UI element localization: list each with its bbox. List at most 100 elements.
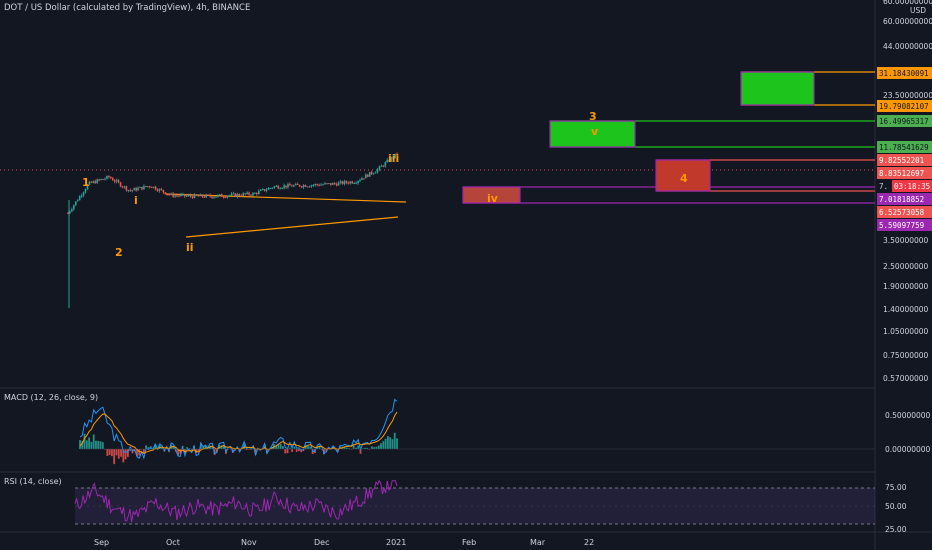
- candle-body: [96, 179, 99, 184]
- macd-histogram-bar: [247, 449, 250, 450]
- wave-label-iii: iii: [388, 152, 399, 165]
- macd-histogram-bar: [122, 449, 125, 463]
- candle-body: [355, 182, 357, 184]
- macd-label[interactable]: MACD (12, 26, close, 9): [4, 393, 99, 402]
- candle-body: [361, 178, 363, 180]
- box-top-group[interactable]: [740, 71, 875, 106]
- chart-title[interactable]: DOT / US Dollar (calculated by TradingVi…: [4, 3, 251, 13]
- candle-body: [335, 183, 338, 186]
- price-tick-1-4: 1.40000000: [883, 305, 929, 314]
- candle-body: [380, 165, 383, 167]
- macd-histogram-bar: [202, 446, 205, 449]
- candle-body: [224, 197, 227, 199]
- candle-body: [148, 186, 151, 188]
- macd-histogram-bar: [186, 447, 189, 449]
- candle-body: [84, 189, 87, 193]
- macd-histogram-bar: [355, 447, 357, 449]
- macd-histogram-bar: [120, 449, 122, 457]
- macd-histogram-bar: [229, 448, 232, 450]
- macd-histogram-bar: [165, 447, 168, 449]
- candle-body: [372, 173, 375, 175]
- trendline-lower[interactable]: [185, 216, 399, 238]
- price-tag-text: 31.18430091: [879, 69, 929, 78]
- box-4[interactable]: [655, 159, 711, 192]
- price-tick-2-5: 2.50000000: [883, 262, 929, 271]
- candle-body: [388, 159, 391, 162]
- candle-body: [353, 182, 355, 184]
- price-tag-text: 8.83512697: [879, 169, 924, 178]
- macd-histogram-bar: [204, 446, 207, 449]
- candle-body: [152, 186, 155, 188]
- wave-label-ii: ii: [186, 241, 194, 254]
- candle-body: [80, 195, 83, 197]
- candle-body: [294, 183, 297, 186]
- candle-body: [396, 153, 398, 155]
- macd-histogram-bar: [126, 449, 129, 457]
- candle-body: [349, 181, 352, 184]
- candle-body: [308, 186, 311, 188]
- candle-body: [293, 185, 295, 187]
- candle-body: [370, 171, 373, 174]
- macd-histogram-bar: [325, 449, 328, 452]
- box-iv-group[interactable]: [462, 186, 875, 204]
- box-3v-group[interactable]: [549, 120, 875, 148]
- macd-histogram-bar: [145, 445, 148, 449]
- macd-series: [79, 398, 875, 465]
- candle-body: [76, 200, 79, 202]
- macd-tick-0: 0.00000000: [885, 445, 931, 454]
- candle-body: [244, 193, 246, 195]
- macd-histogram-bar: [364, 447, 366, 449]
- candle-body: [92, 181, 95, 183]
- candle-body: [347, 182, 350, 184]
- candle-body: [326, 183, 328, 185]
- candle-body: [113, 180, 116, 182]
- candle-body: [73, 205, 75, 210]
- candle-body: [143, 185, 145, 190]
- candle-body: [289, 184, 291, 186]
- candle-body: [184, 193, 186, 197]
- candle-body: [306, 186, 309, 188]
- candle-body: [363, 178, 365, 180]
- rsi-label[interactable]: RSI (14, close): [4, 477, 62, 486]
- candle-body: [230, 193, 233, 196]
- candle-body: [366, 174, 369, 177]
- price-tag-bg: [877, 206, 932, 218]
- candle-body: [69, 211, 71, 214]
- macd-histogram-bar: [309, 446, 312, 449]
- macd-histogram-bar: [92, 434, 95, 449]
- rsi-series: [74, 479, 398, 523]
- candle-body: [158, 188, 161, 191]
- candle-body: [384, 162, 387, 167]
- price-tag-text: 5.59097759: [879, 221, 924, 230]
- candle-body: [234, 193, 237, 197]
- box-top[interactable]: [740, 71, 815, 106]
- price-tag-text: 7.: [879, 182, 888, 191]
- macd-histogram-bar: [245, 449, 248, 451]
- macd-histogram-bar: [339, 446, 341, 449]
- candle-body: [220, 194, 223, 197]
- box-3v[interactable]: [549, 120, 636, 148]
- box-4-group[interactable]: [655, 159, 875, 192]
- candle-body: [343, 181, 346, 184]
- price-tag-text: 03:18:35: [894, 182, 930, 191]
- rsi-line: [74, 479, 398, 523]
- macd-histogram-bar: [380, 443, 382, 449]
- macd-histogram-bar: [106, 449, 109, 456]
- macd-histogram-bar: [371, 446, 373, 449]
- macd-histogram-bar: [382, 441, 385, 449]
- macd-histogram-bar: [279, 443, 282, 449]
- macd-histogram-bar: [124, 449, 127, 460]
- box-iv[interactable]: [462, 186, 521, 204]
- candle-body: [254, 192, 256, 194]
- candle-body: [187, 195, 190, 197]
- candle-body: [170, 193, 172, 195]
- price-tag-bg: [877, 154, 932, 166]
- candle-body: [106, 175, 108, 179]
- macd-histogram-bar: [336, 449, 339, 453]
- candle-body: [267, 188, 270, 190]
- macd-histogram-bar: [291, 449, 293, 452]
- macd-histogram-bar: [293, 446, 296, 449]
- candle-body: [256, 192, 258, 195]
- price-tag-bg: [877, 180, 890, 192]
